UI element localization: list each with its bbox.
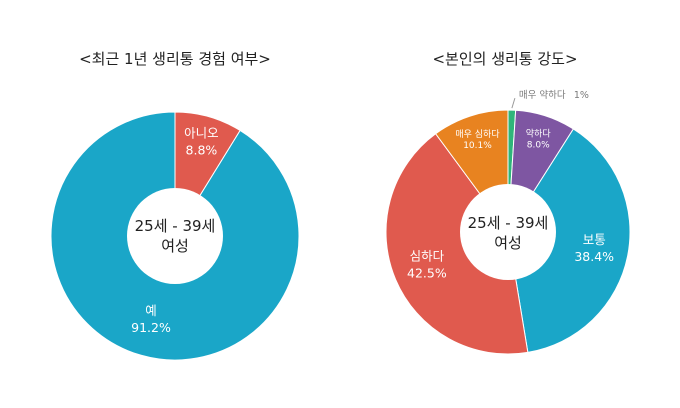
- donut-chart-experience: <최근 1년 생리통 경험 여부> 아니오 8.8% 예 91.2% 25세 - 39…: [50, 50, 300, 361]
- center-label-age-experience: 25세 - 39세: [135, 217, 216, 235]
- chart-title-experience: <최근 1년 생리통 경험 여부>: [79, 50, 271, 68]
- slice-value-very-severe: 10.1%: [463, 141, 492, 151]
- slice-value-yes: 91.2%: [131, 320, 171, 335]
- callout-line-very-mild: [511, 97, 516, 109]
- slice-value-severe: 42.5%: [407, 266, 447, 281]
- slice-value-mild: 8.0%: [527, 141, 550, 151]
- donut-hole-experience: [127, 188, 223, 284]
- slice-label-no: 아니오: [184, 126, 219, 141]
- chart-title-intensity: <본인의 생리통 강도>: [432, 50, 577, 68]
- donut-hole-intensity: [460, 184, 556, 280]
- slice-severe: [385, 133, 529, 355]
- center-label-gender-experience: 여성: [161, 237, 189, 255]
- center-label-gender-intensity: 여성: [494, 234, 522, 252]
- slice-label-moderate: 보통: [583, 232, 606, 247]
- center-label-age-intensity: 25세 - 39세: [468, 214, 549, 232]
- slice-moderate: [507, 128, 631, 353]
- slice-label-very-mild: 매우 약하다: [519, 89, 566, 101]
- slice-label-very-severe: 매우 심하다: [455, 129, 500, 140]
- slice-value-moderate: 38.4%: [574, 249, 614, 264]
- slice-label-severe: 심하다: [410, 249, 445, 264]
- slice-value-no: 8.8%: [186, 143, 218, 158]
- slice-label-mild: 약하다: [526, 128, 552, 140]
- slice-value-very-mild: 1%: [574, 90, 589, 101]
- slice-label-yes: 예: [145, 303, 157, 318]
